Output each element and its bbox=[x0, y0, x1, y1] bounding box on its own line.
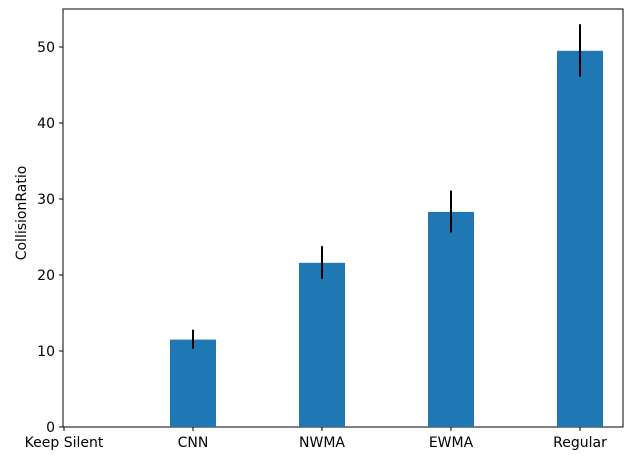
y-tick-label-10: 10 bbox=[37, 344, 55, 360]
bars-group bbox=[170, 50, 603, 428]
x-tick-label-regular: Regular bbox=[553, 435, 607, 451]
bar-cnn bbox=[170, 339, 216, 427]
bar-nwma bbox=[299, 262, 345, 427]
y-tick-label-30: 30 bbox=[37, 192, 55, 208]
bar-regular bbox=[557, 50, 603, 428]
y-tick-label-40: 40 bbox=[37, 116, 55, 132]
x-tick-label-keep-silent: Keep Silent bbox=[25, 435, 104, 451]
bar-ewma bbox=[428, 211, 474, 427]
y-axis-label: CollisionRatio bbox=[14, 166, 30, 261]
y-axis: 0 10 20 30 40 50 bbox=[37, 40, 63, 436]
y-tick-label-20: 20 bbox=[37, 268, 55, 284]
y-tick-label-50: 50 bbox=[37, 40, 55, 56]
y-tick-label-0: 0 bbox=[46, 420, 55, 436]
x-tick-label-nwma: NWMA bbox=[299, 435, 345, 451]
x-tick-label-cnn: CNN bbox=[178, 435, 209, 451]
x-axis: Keep Silent CNN NWMA EWMA Regular bbox=[25, 427, 607, 451]
x-tick-label-ewma: EWMA bbox=[429, 435, 474, 451]
error-bars-group bbox=[192, 24, 581, 349]
